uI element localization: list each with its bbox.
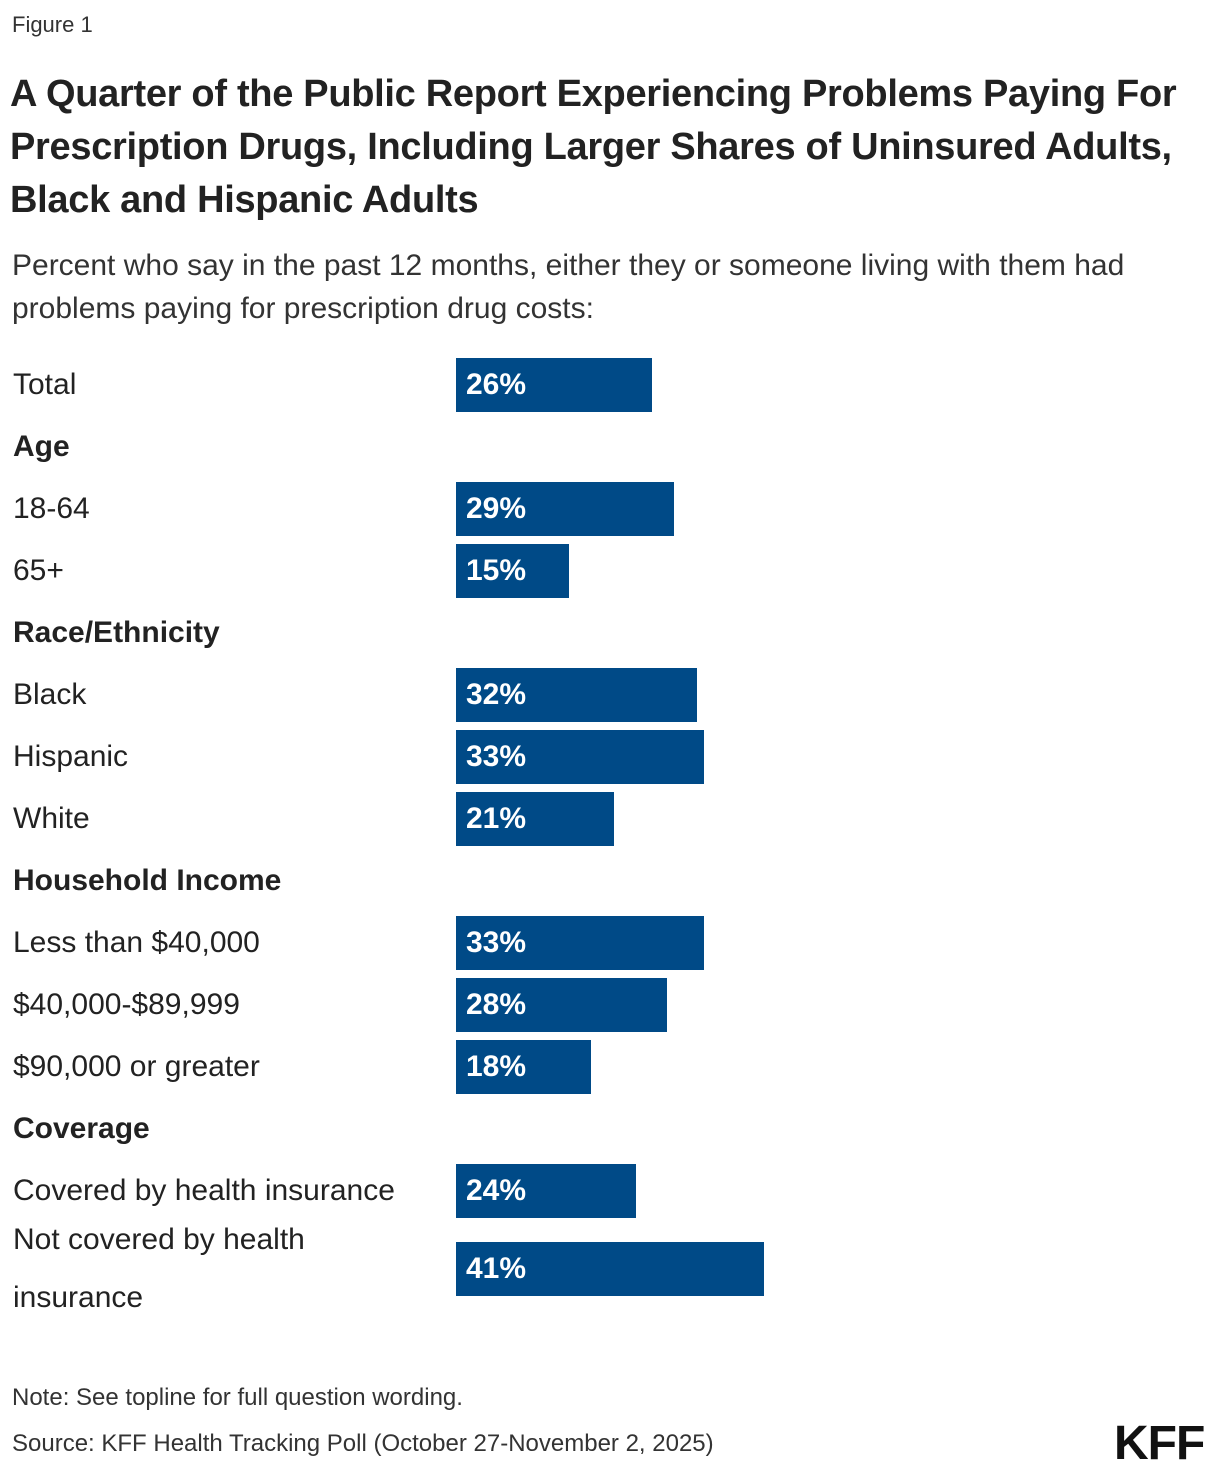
category-label: $40,000-$89,999 — [13, 988, 240, 1021]
group-heading-label: Race/Ethnicity — [13, 616, 220, 649]
category-label: Covered by health insurance — [13, 1174, 395, 1207]
data-label: 29% — [466, 492, 527, 525]
data-label: 28% — [466, 988, 527, 1021]
data-label: 21% — [466, 802, 527, 835]
note: Note: See topline for full question word… — [12, 1384, 463, 1411]
bar-row: $40,000-$89,999 28% — [0, 978, 1220, 1032]
bar-row: Covered by health insurance 24% — [0, 1164, 1220, 1218]
data-label: 15% — [466, 554, 527, 587]
category-label: Black — [13, 678, 87, 711]
category-label: $90,000 or greater — [13, 1050, 260, 1083]
group-heading: Coverage — [0, 1102, 1220, 1156]
bar-row: Not covered by health insurance 41% — [0, 1223, 1220, 1314]
category-label: 18-64 — [13, 492, 90, 525]
bar: 15% — [456, 544, 569, 598]
bar-row: Hispanic 33% — [0, 730, 1220, 784]
group-heading: Household Income — [0, 854, 1220, 908]
bar: 24% — [456, 1164, 637, 1218]
category-label: White — [13, 802, 90, 835]
bar-row: White 21% — [0, 792, 1220, 846]
data-label: 26% — [466, 368, 527, 401]
bar: 33% — [456, 916, 705, 970]
category-label: Hispanic — [13, 740, 129, 773]
chart-title: A Quarter of the Public Report Experienc… — [10, 73, 1177, 221]
category-label: Less than $40,000 — [13, 926, 260, 959]
category-label: Total — [13, 368, 77, 401]
bar: 41% — [456, 1242, 765, 1296]
bar: 28% — [456, 978, 667, 1032]
data-label: 33% — [466, 740, 527, 773]
data-label: 33% — [466, 926, 527, 959]
data-label: 24% — [466, 1174, 527, 1207]
bar-row: 65+ 15% — [0, 544, 1220, 598]
data-label: 18% — [466, 1050, 527, 1083]
group-heading: Race/Ethnicity — [0, 606, 1220, 660]
data-label: 41% — [466, 1252, 527, 1285]
category-label: Not covered by health insurance — [13, 1223, 305, 1314]
bar: 21% — [456, 792, 614, 846]
bar-row: 18-64 29% — [0, 482, 1220, 536]
data-label: 32% — [466, 678, 527, 711]
bar: 33% — [456, 730, 705, 784]
group-heading-label: Household Income — [13, 864, 282, 897]
bar: 18% — [456, 1040, 592, 1094]
bar-row: Less than $40,000 33% — [0, 916, 1220, 970]
bar-row: Total 26% — [0, 358, 1220, 412]
group-heading-label: Coverage — [13, 1112, 150, 1145]
group-heading: Age — [0, 420, 1220, 474]
bar: 32% — [456, 668, 697, 722]
bar-row: $90,000 or greater 18% — [0, 1040, 1220, 1094]
kff-logo: KFF — [1114, 1417, 1205, 1470]
category-label: 65+ — [13, 554, 64, 587]
source: Source: KFF Health Tracking Poll (Octobe… — [12, 1430, 714, 1457]
group-heading-label: Age — [13, 430, 70, 463]
chart-subtitle: Percent who say in the past 12 months, e… — [12, 249, 1125, 325]
bar-row: Black 32% — [0, 668, 1220, 722]
bar: 26% — [456, 358, 652, 412]
bar: 29% — [456, 482, 675, 536]
figure-label: Figure 1 — [12, 12, 93, 37]
